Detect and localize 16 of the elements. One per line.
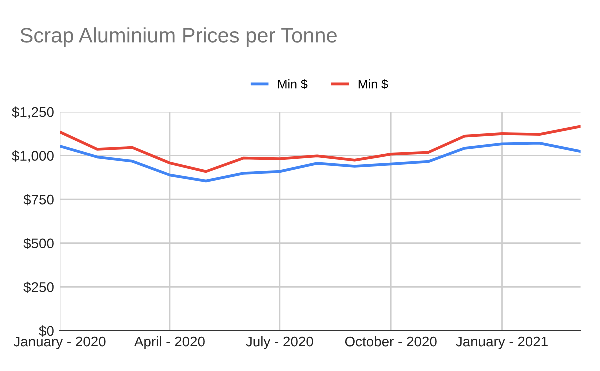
x-tick-label: July - 2020	[246, 336, 314, 350]
legend-label: Min $	[358, 79, 388, 90]
y-tick-label: $1,250	[12, 106, 54, 119]
line-series	[60, 125, 581, 174]
y-tick-label: $1,000	[12, 150, 54, 163]
x-tick-label: April - 2020	[134, 336, 205, 350]
y-tick-label: $0	[39, 326, 54, 337]
chart-title: Scrap Aluminium Prices per Tonne	[20, 28, 337, 47]
legend-label: Min $	[278, 79, 308, 90]
line-series	[60, 142, 581, 183]
x-tick-label: October - 2020	[345, 336, 437, 347]
x-tick-label: January - 2021	[456, 336, 548, 350]
y-tick-label: $250	[24, 282, 54, 294]
y-tick-label: $500	[24, 238, 54, 250]
x-tick-label: January - 2020	[14, 336, 106, 350]
y-tick-label: $750	[24, 194, 54, 206]
